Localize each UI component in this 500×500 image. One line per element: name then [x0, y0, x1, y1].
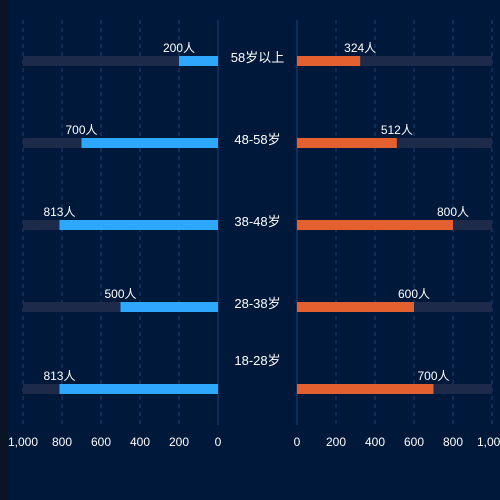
- value-label-left-1: 700人: [65, 123, 97, 137]
- value-label-right-0: 324人: [344, 41, 376, 55]
- tick-label-left-400: 400: [130, 435, 150, 449]
- tick-label-left-1000: 1,000: [8, 435, 38, 449]
- tick-label-left-200: 200: [169, 435, 189, 449]
- track-left-0: [23, 56, 218, 66]
- category-label-4: 18-28岁: [234, 353, 280, 368]
- tick-label-right-800: 800: [443, 435, 463, 449]
- category-label-1: 48-58岁: [234, 132, 280, 147]
- bar-left-2: [59, 220, 219, 230]
- bar-right-2: [297, 220, 453, 230]
- bar-right-1: [297, 138, 397, 148]
- tick-label-left-0: 0: [215, 435, 222, 449]
- bar-left-4: [59, 384, 219, 394]
- bar-right-3: [297, 302, 414, 312]
- label-layer: 200人 324人 58岁以上 700人 512人 48-58岁 813人 800人 38-48…: [43, 41, 469, 383]
- bar-left-1: [81, 138, 218, 148]
- bar-right-0: [297, 56, 361, 66]
- axis-layer: 0 0 200 200 400 400 600 600 800 800 1,000 1,000: [8, 435, 500, 449]
- category-label-3: 28-38岁: [234, 296, 280, 311]
- value-label-right-4: 700人: [417, 369, 449, 383]
- bar-left-0: [179, 56, 218, 66]
- value-label-left-0: 200人: [163, 41, 195, 55]
- bar-left-3: [120, 302, 218, 312]
- tick-label-left-600: 600: [91, 435, 111, 449]
- track-right-0: [297, 56, 492, 66]
- category-label-2: 38-48岁: [234, 214, 280, 229]
- value-label-left-4: 813人: [43, 369, 75, 383]
- tick-label-right-1000: 1,000: [477, 435, 500, 449]
- bar-layer: [59, 56, 453, 394]
- left-edge-strip: [0, 0, 8, 500]
- tick-label-right-0: 0: [294, 435, 301, 449]
- tick-label-right-400: 400: [365, 435, 385, 449]
- bar-right-4: [297, 384, 434, 394]
- category-label-0: 58岁以上: [231, 50, 284, 65]
- value-label-left-3: 500人: [104, 287, 136, 301]
- value-label-right-2: 800人: [437, 205, 469, 219]
- value-label-right-3: 600人: [398, 287, 430, 301]
- tick-label-left-800: 800: [52, 435, 72, 449]
- value-label-right-1: 512人: [381, 123, 413, 137]
- tick-label-right-200: 200: [326, 435, 346, 449]
- tick-label-right-600: 600: [404, 435, 424, 449]
- value-label-left-2: 813人: [43, 205, 75, 219]
